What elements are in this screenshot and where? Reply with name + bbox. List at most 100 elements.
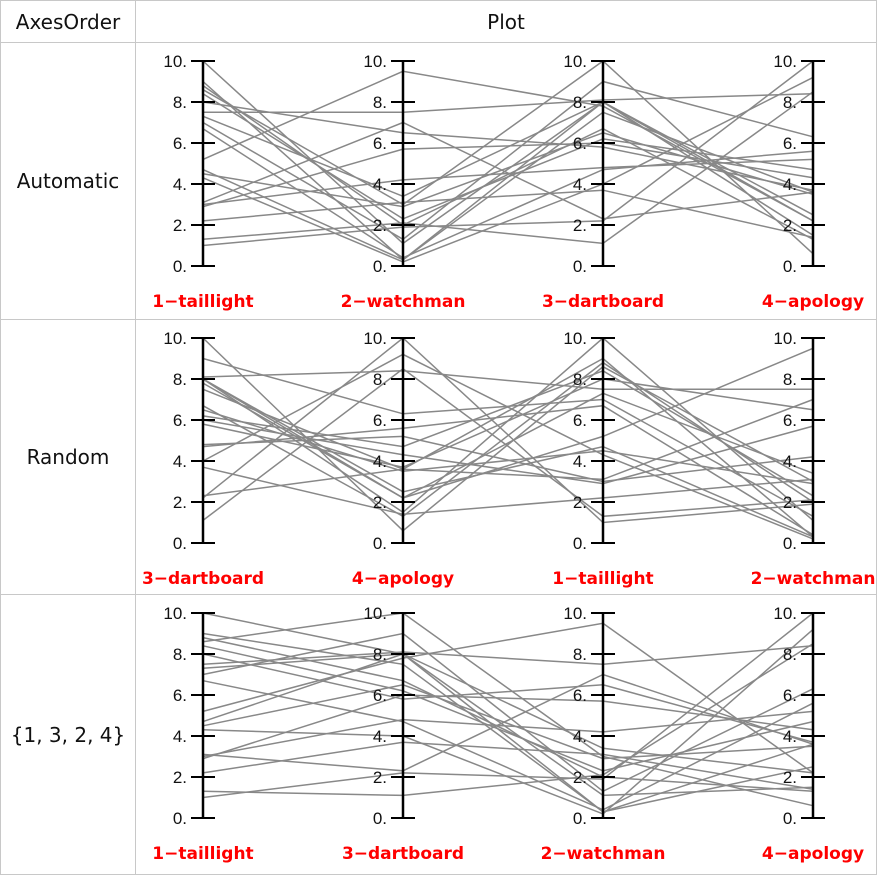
tick-label: 4. xyxy=(783,727,797,746)
tick-label: 4. xyxy=(373,452,387,471)
tick-label: 6. xyxy=(373,686,387,705)
data-line-16 xyxy=(202,466,814,516)
data-line-8 xyxy=(202,80,814,241)
data-line-0 xyxy=(202,612,814,797)
tick-label: 0. xyxy=(573,257,587,276)
data-line-15 xyxy=(202,158,814,206)
data-line-1 xyxy=(202,80,814,261)
tick-label: 10. xyxy=(163,329,187,348)
data-line-3 xyxy=(202,612,814,807)
tick-label: 0. xyxy=(373,257,387,276)
tick-label: 8. xyxy=(783,370,797,389)
data-line-19 xyxy=(202,694,814,760)
tick-label: 2. xyxy=(373,768,387,787)
axis-label: 3−dartboard xyxy=(542,292,664,312)
data-line-17 xyxy=(202,643,814,797)
tick-label: 8. xyxy=(573,93,587,112)
data-line-9 xyxy=(202,679,814,811)
data-line-19 xyxy=(202,419,814,485)
tick-label: 2. xyxy=(173,493,187,512)
tick-label: 4. xyxy=(173,175,187,194)
tick-label: 10. xyxy=(363,329,387,348)
data-line-2 xyxy=(202,636,814,793)
data-line-2 xyxy=(202,361,814,518)
tick-label: 2. xyxy=(783,493,797,512)
data-line-11 xyxy=(202,378,814,538)
axis-label: 1−taillight xyxy=(152,292,253,312)
tick-label: 10. xyxy=(563,52,587,71)
data-line-7 xyxy=(202,101,814,222)
tick-label: 6. xyxy=(173,686,187,705)
tick-label: 2. xyxy=(573,493,587,512)
data-line-18 xyxy=(202,612,814,799)
tick-label: 6. xyxy=(373,134,387,153)
axis-label: 2−watchman xyxy=(341,292,466,312)
tick-label: 10. xyxy=(563,329,587,348)
tick-label: 8. xyxy=(173,370,187,389)
tick-label: 6. xyxy=(783,134,797,153)
data-line-12 xyxy=(202,684,814,760)
parallel-plot-custom: 0. 2. 4. 6. 8. 10. 1−taillight 0. 2. 4. 6. 8. 10. 3−d… xyxy=(152,604,864,864)
data-line-7 xyxy=(202,653,814,774)
tick-label: 10. xyxy=(163,604,187,623)
row-label-random: Random xyxy=(0,319,136,595)
tick-label: 2. xyxy=(573,768,587,787)
data-line-11 xyxy=(202,101,814,261)
data-line-17 xyxy=(202,91,814,245)
data-line-19 xyxy=(202,142,814,208)
tick-label: 2. xyxy=(783,768,797,787)
tick-label: 6. xyxy=(783,686,797,705)
data-line-5 xyxy=(202,378,814,468)
tick-label: 2. xyxy=(573,216,587,235)
tick-label: 8. xyxy=(373,645,387,664)
data-line-1 xyxy=(202,632,814,813)
axis-label: 1−taillight xyxy=(152,844,253,864)
tick-label: 10. xyxy=(773,604,797,623)
tick-label: 4. xyxy=(373,175,387,194)
data-line-17 xyxy=(202,367,814,521)
parallel-plot-automatic: 0. 2. 4. 6. 8. 10. 1−taillight 0. 2. 4. 6. 8. 10. 2−w… xyxy=(152,52,864,312)
header-axesorder: AxesOrder xyxy=(0,0,136,43)
data-line-8 xyxy=(202,357,814,517)
tick-label: 2. xyxy=(373,493,387,512)
tick-label: 0. xyxy=(783,534,797,553)
data-line-14 xyxy=(202,121,814,220)
tick-label: 6. xyxy=(573,134,587,153)
tick-label: 8. xyxy=(783,93,797,112)
header-plot: Plot xyxy=(135,0,877,43)
tick-label: 8. xyxy=(573,370,587,389)
tick-label: 0. xyxy=(173,809,187,828)
data-line-2 xyxy=(202,84,814,240)
data-line-6 xyxy=(202,645,814,666)
data-line-7 xyxy=(202,378,814,499)
tick-label: 0. xyxy=(573,534,587,553)
tick-label: 6. xyxy=(373,411,387,430)
data-line-3 xyxy=(202,337,814,532)
tick-label: 6. xyxy=(173,134,187,153)
data-line-14 xyxy=(202,398,814,497)
tick-label: 0. xyxy=(783,809,797,828)
tick-label: 4. xyxy=(573,175,587,194)
data-line-18 xyxy=(202,60,814,247)
tick-label: 2. xyxy=(783,216,797,235)
axis-label: 2−watchman xyxy=(541,844,666,864)
data-line-11 xyxy=(202,653,814,813)
tick-label: 10. xyxy=(773,329,797,348)
tick-label: 2. xyxy=(173,216,187,235)
tick-label: 10. xyxy=(773,52,797,71)
axis-label: 1−taillight xyxy=(552,569,653,589)
tick-label: 10. xyxy=(163,52,187,71)
data-line-4 xyxy=(202,645,814,772)
data-line-3 xyxy=(202,60,814,255)
tick-label: 6. xyxy=(573,411,587,430)
tick-label: 10. xyxy=(563,604,587,623)
data-line-10 xyxy=(202,622,814,774)
data-line-6 xyxy=(202,370,813,391)
axis-label: 4−apology xyxy=(762,844,864,864)
tick-label: 8. xyxy=(173,93,187,112)
tick-label: 4. xyxy=(173,727,187,746)
tick-label: 0. xyxy=(173,257,187,276)
tick-label: 0. xyxy=(373,534,387,553)
axis-label: 3−dartboard xyxy=(342,844,464,864)
axis-label: 3−dartboard xyxy=(142,569,264,589)
